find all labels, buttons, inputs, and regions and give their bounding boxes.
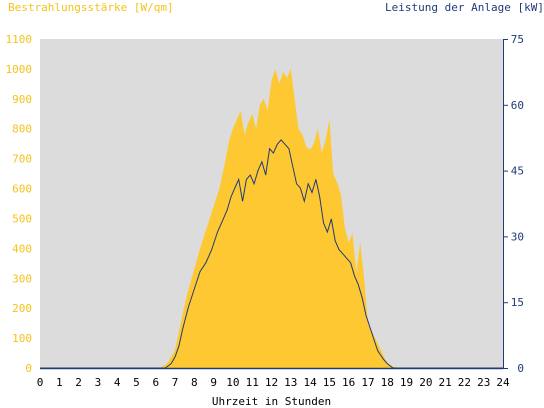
x-tick-label: 10 (226, 376, 239, 389)
x-tick-label: 8 (191, 376, 198, 389)
right-tick-label: 75 (511, 33, 524, 46)
x-tick-label: 9 (210, 376, 217, 389)
x-tick-label: 5 (133, 376, 140, 389)
x-tick-label: 22 (458, 376, 471, 389)
x-tick-label: 20 (419, 376, 432, 389)
right-axis-ticks: 0 15 30 45 60 75 (503, 33, 524, 375)
left-tick-label: 600 (12, 183, 32, 196)
irradiance-area-series (40, 68, 503, 369)
right-tick-label: 0 (517, 362, 524, 375)
x-tick-label: 4 (114, 376, 121, 389)
left-tick-label: 1000 (6, 63, 33, 76)
x-tick-label: 24 (496, 376, 510, 389)
left-axis-header: Bestrahlungsstärke [W/qm] (8, 1, 174, 14)
right-tick-label: 45 (511, 165, 524, 178)
x-tick-label: 21 (439, 376, 452, 389)
x-tick-label: 6 (152, 376, 159, 389)
left-tick-label: 900 (12, 93, 32, 106)
x-tick-label: 18 (381, 376, 394, 389)
x-tick-label: 11 (246, 376, 259, 389)
left-tick-label: 800 (12, 123, 32, 136)
x-tick-label: 1 (56, 376, 63, 389)
x-tick-label: 3 (95, 376, 102, 389)
x-tick-label: 14 (303, 376, 317, 389)
left-tick-label: 700 (12, 153, 32, 166)
left-tick-label: 1100 (6, 33, 33, 46)
x-tick-label: 23 (477, 376, 490, 389)
right-tick-label: 15 (511, 296, 524, 309)
right-axis-header: Leistung der Anlage [kW] (385, 1, 544, 14)
x-axis-ticks: 0 1 2 3 4 5 6 7 8 9 10 11 12 13 14 15 16 17 18 19 20 21 22 23 24 (37, 376, 510, 389)
left-tick-label: 300 (12, 272, 32, 285)
x-tick-label: 16 (342, 376, 355, 389)
x-tick-label: 19 (400, 376, 413, 389)
x-tick-label: 0 (37, 376, 44, 389)
x-tick-label: 2 (75, 376, 82, 389)
left-tick-label: 500 (12, 212, 32, 225)
x-tick-label: 13 (284, 376, 297, 389)
left-tick-label: 400 (12, 242, 32, 255)
x-axis-label: Uhrzeit in Stunden (212, 395, 331, 408)
x-tick-label: 17 (361, 376, 374, 389)
right-tick-label: 60 (511, 99, 524, 112)
x-tick-label: 15 (323, 376, 336, 389)
left-tick-label: 0 (25, 362, 32, 375)
left-tick-label: 200 (12, 302, 32, 315)
left-axis-ticks: 0 100 200 300 400 500 600 700 800 900 1000 1100 (6, 33, 33, 375)
right-tick-label: 30 (511, 230, 524, 243)
left-tick-label: 100 (12, 332, 32, 345)
x-tick-label: 7 (172, 376, 179, 389)
power-line-series (40, 139, 503, 369)
x-tick-label: 12 (265, 376, 278, 389)
